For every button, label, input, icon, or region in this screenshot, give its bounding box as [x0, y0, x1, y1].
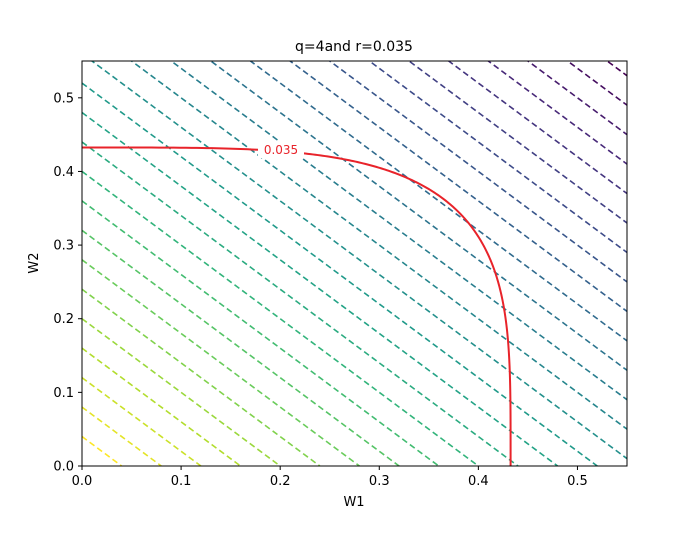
- contour-line: [407, 61, 627, 224]
- x-tick-label: 0.3: [369, 474, 390, 489]
- y-tick-label: 0.4: [53, 165, 74, 180]
- x-tick-label: 0.4: [468, 474, 489, 489]
- x-axis-ticks: 0.0 0.1 0.2 0.3 0.4 0.5: [72, 466, 588, 489]
- y-tick-label: 0.2: [53, 312, 74, 327]
- contour-line: [82, 141, 519, 466]
- y-tick-label: 0.5: [53, 91, 74, 106]
- contour-line: [209, 61, 627, 372]
- contour-line: [90, 61, 627, 460]
- contour-label-bg: [258, 141, 304, 158]
- contour-line: [82, 347, 242, 466]
- contour-line: [566, 61, 627, 107]
- contour-line: [82, 111, 559, 466]
- contour-line: [368, 61, 627, 254]
- contour-line: [486, 61, 627, 166]
- x-axis-label: W1: [343, 495, 364, 510]
- contour-line: [605, 61, 627, 77]
- contour-line: [82, 200, 440, 466]
- contour-line: [169, 61, 627, 401]
- x-tick-label: 0.2: [270, 474, 291, 489]
- contour-line: [288, 61, 627, 313]
- contour-line: [82, 435, 123, 466]
- contour-line: [82, 82, 598, 466]
- constraint-level-label: 0.035: [264, 143, 298, 157]
- background-contours: [82, 61, 627, 466]
- contour-line: [82, 288, 321, 466]
- plot-frame: [81, 60, 628, 467]
- y-axis-label: W2: [27, 252, 42, 273]
- x-tick-label: 0.5: [567, 474, 588, 489]
- chart-title: q=4and r=0.035: [295, 39, 413, 55]
- y-axis-ticks: 0.0 0.1 0.2 0.3 0.4 0.5: [53, 91, 82, 475]
- x-tick-label: 0.1: [171, 474, 192, 489]
- contour-line: [82, 406, 162, 466]
- contour-line: [82, 170, 479, 466]
- y-tick-label: 0.1: [53, 386, 74, 401]
- contour-line: [82, 259, 360, 466]
- y-tick-label: 0.0: [53, 460, 74, 475]
- y-tick-label: 0.3: [53, 239, 74, 254]
- contour-line: [130, 61, 627, 431]
- contour-line: [82, 376, 202, 466]
- contour-line: [82, 229, 400, 466]
- contour-line: [82, 318, 281, 466]
- x-tick-label: 0.0: [72, 474, 93, 489]
